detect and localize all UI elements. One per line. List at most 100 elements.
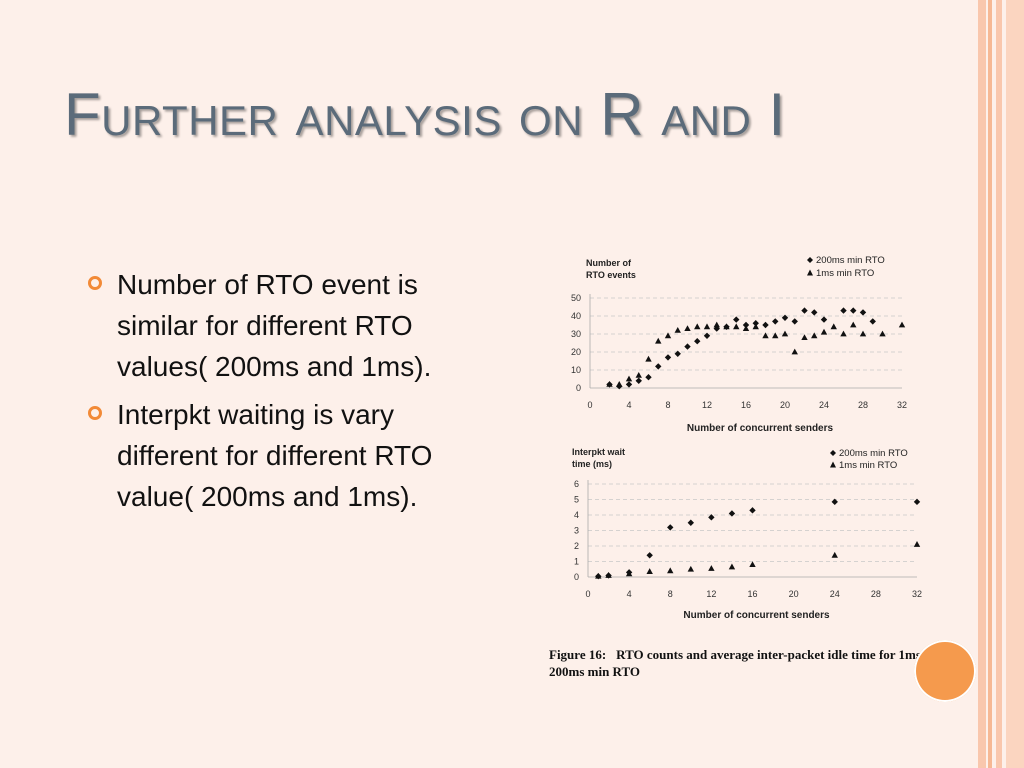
data-point [674,350,681,357]
data-point [703,332,711,339]
data-point [625,570,633,577]
data-point [635,377,642,384]
data-point [646,568,653,574]
data-point [762,332,769,339]
x-tick-label: 12 [706,589,716,599]
data-point [605,572,612,578]
data-point [781,330,789,337]
data-point [625,375,633,382]
data-point [646,552,653,559]
data-point [840,330,847,337]
legend-marker [807,269,813,276]
x-axis-label: Number of concurrent senders [687,423,834,434]
data-point [859,309,867,316]
data-point [898,321,906,328]
data-point [694,338,701,345]
legend-label: 1ms min RTO [839,460,897,471]
data-point [801,334,808,340]
data-point [913,498,921,506]
bullet-item: Interpkt waiting is vary different for d… [88,394,488,517]
y-tick-label: 4 [574,510,579,520]
data-point [684,325,691,331]
data-point [645,374,652,381]
x-tick-label: 32 [897,400,907,410]
data-point [728,563,736,570]
x-tick-label: 32 [912,589,922,599]
data-point [687,519,695,526]
x-tick-label: 20 [789,589,799,599]
slide-title: Further analysis on R and I [64,81,786,148]
data-point [772,318,779,325]
legend-marker [807,257,813,263]
y-axis-label: Interpkt wait [572,447,625,457]
y-tick-label: 50 [571,293,581,303]
x-tick-label: 12 [702,400,712,410]
data-point [749,561,756,567]
x-tick-label: 8 [665,400,670,410]
caption-label: Figure 16: [549,647,607,662]
bullet-icon [88,406,102,420]
data-point [635,372,642,378]
figure-charts: 0 10 20 30 40 50 0 4 8 12 16 20 24 28 32 Number of conc… [540,245,980,645]
data-point [616,381,623,387]
data-point [752,320,759,327]
data-point [733,323,740,330]
y-tick-label: 30 [571,329,581,339]
data-point [742,321,750,329]
data-point [869,318,876,325]
x-tick-label: 20 [780,400,790,410]
data-point [713,321,720,328]
x-tick-label: 28 [871,589,881,599]
data-point [781,314,789,321]
y-tick-label: 1 [574,557,579,567]
x-tick-label: 16 [747,589,757,599]
legend-label: 1ms min RTO [816,268,874,279]
data-point [840,307,847,314]
data-point [752,323,759,330]
legend-label: 200ms min RTO [839,448,908,459]
x-axis-label: Number of concurrent senders [683,610,830,621]
data-point [831,498,838,506]
data-point [772,332,779,339]
x-tick-label: 0 [587,400,592,410]
data-point [708,514,715,521]
x-tick-label: 4 [626,400,631,410]
x-tick-label: 24 [819,400,829,410]
y-tick-label: 5 [574,495,579,505]
data-point [703,323,711,330]
y-tick-label: 3 [574,526,579,536]
y-tick-label: 6 [574,479,579,489]
data-point [655,363,662,370]
data-point [625,381,633,388]
y-tick-label: 20 [571,347,581,357]
data-point [667,524,674,531]
bullet-icon [88,276,102,290]
data-point [674,327,681,333]
data-point [664,354,672,361]
data-point [820,316,828,323]
y-tick-label: 0 [576,383,581,393]
data-point [879,330,886,337]
figure-caption: Figure 16: RTO counts and average inter-p… [549,646,979,680]
bullet-item: Number of RTO event is similar for diffe… [88,264,488,387]
data-point [595,572,602,579]
data-point [728,510,736,517]
data-point [830,323,837,330]
caption-text: RTO counts and average inter-packet idle… [549,647,946,679]
data-point [850,321,857,328]
legend-marker [830,461,836,468]
data-point [645,355,652,362]
y-axis-label: Number of [586,258,632,268]
data-point [791,348,798,355]
data-point [687,565,695,572]
x-tick-label: 4 [627,589,632,599]
data-point [708,565,715,571]
data-point [762,321,769,329]
data-point [713,325,720,332]
x-tick-label: 0 [585,589,590,599]
x-tick-label: 28 [858,400,868,410]
data-point [606,381,613,387]
data-point [667,567,674,574]
x-tick-label: 24 [830,589,840,599]
